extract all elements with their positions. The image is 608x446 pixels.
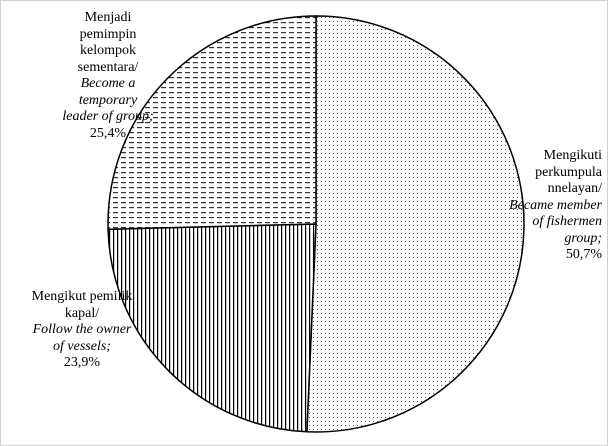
- slice-label: Mengikut pemilik kapal/Follow the owner …: [30, 289, 134, 372]
- category-label: Became member of fishermen group;: [509, 197, 602, 246]
- pie-slice: [107, 15, 317, 230]
- category-label: Become a temporary leader of group;: [62, 76, 154, 124]
- slice-label: Menjadi pemimpin kelompok sementara/Beco…: [60, 10, 156, 142]
- value-label: 50,7%: [565, 247, 602, 262]
- category-label: Mengikuti perkumpula nnelayan/: [535, 148, 602, 196]
- pie-slice: [107, 223, 317, 433]
- value-label: 25,4%: [89, 125, 127, 141]
- category-label: Mengikut pemilik kapal/: [31, 289, 133, 321]
- slice-label: Mengikuti perkumpula nnelayan/Became mem…: [500, 148, 602, 264]
- value-label: 23,9%: [63, 355, 101, 370]
- category-label: Menjadi pemimpin kelompok sementara/: [77, 10, 139, 75]
- pie-slice: [306, 15, 525, 433]
- category-label: Follow the owner of vessels;: [32, 322, 132, 354]
